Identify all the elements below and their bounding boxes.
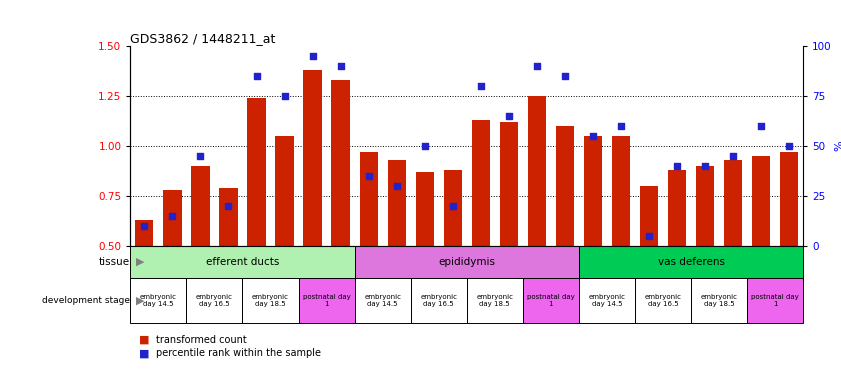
Bar [579, 246, 803, 278]
Point [670, 163, 684, 169]
Point [306, 53, 320, 59]
Text: embryonic
day 18.5: embryonic day 18.5 [701, 294, 738, 307]
Text: postnatal day
1: postnatal day 1 [527, 294, 574, 307]
Text: embryonic
day 14.5: embryonic day 14.5 [140, 294, 177, 307]
Point [138, 223, 151, 229]
Text: embryonic
day 14.5: embryonic day 14.5 [589, 294, 626, 307]
Point [586, 133, 600, 139]
Point [614, 123, 627, 129]
Bar [747, 278, 803, 323]
Bar [467, 278, 523, 323]
Text: ■: ■ [139, 335, 153, 345]
Bar [163, 190, 182, 346]
Text: efferent ducts: efferent ducts [206, 257, 279, 267]
Point [727, 153, 740, 159]
Text: percentile rank within the sample: percentile rank within the sample [156, 348, 320, 358]
Bar [247, 98, 266, 346]
Text: embryonic
day 16.5: embryonic day 16.5 [644, 294, 681, 307]
Bar [780, 152, 798, 346]
Bar [640, 186, 658, 346]
Text: transformed count: transformed count [156, 335, 246, 345]
Bar [275, 136, 294, 346]
Point [222, 203, 235, 209]
Bar [304, 70, 321, 346]
Bar [724, 160, 742, 346]
Point [782, 143, 796, 149]
Bar [752, 156, 770, 346]
Point [754, 123, 768, 129]
Bar [410, 278, 467, 323]
Bar [242, 278, 299, 323]
Point [530, 63, 543, 69]
Bar [415, 172, 434, 346]
Point [334, 63, 347, 69]
Bar [500, 122, 518, 346]
Bar [191, 166, 209, 346]
Text: ■: ■ [139, 348, 153, 358]
Text: embryonic
day 14.5: embryonic day 14.5 [364, 294, 401, 307]
Point [166, 213, 179, 219]
Text: epididymis: epididymis [438, 257, 495, 267]
Point [446, 203, 459, 209]
Bar [668, 170, 686, 346]
Bar [635, 278, 691, 323]
Point [698, 163, 711, 169]
Point [193, 153, 207, 159]
Point [390, 183, 404, 189]
Bar [135, 220, 153, 346]
Point [418, 143, 431, 149]
Bar [355, 278, 410, 323]
Bar [130, 246, 355, 278]
Y-axis label: %: % [834, 141, 841, 151]
Point [643, 233, 656, 239]
Point [250, 73, 263, 79]
Text: development stage: development stage [42, 296, 130, 305]
Bar [130, 278, 187, 323]
Point [474, 83, 488, 89]
Text: GDS3862 / 1448211_at: GDS3862 / 1448211_at [130, 32, 276, 45]
Text: embryonic
day 16.5: embryonic day 16.5 [196, 294, 233, 307]
Bar [696, 166, 714, 346]
Bar [523, 278, 579, 323]
Bar [691, 278, 747, 323]
Text: tissue: tissue [98, 257, 130, 267]
Bar [299, 278, 355, 323]
Bar [443, 170, 462, 346]
Point [362, 173, 375, 179]
Text: ▶: ▶ [136, 257, 145, 267]
Text: embryonic
day 16.5: embryonic day 16.5 [420, 294, 458, 307]
Bar [579, 278, 635, 323]
Bar [472, 120, 489, 346]
Bar [611, 136, 630, 346]
Text: postnatal day
1: postnatal day 1 [751, 294, 799, 307]
Point [278, 93, 291, 99]
Bar [359, 152, 378, 346]
Point [502, 113, 516, 119]
Text: embryonic
day 18.5: embryonic day 18.5 [476, 294, 513, 307]
Text: vas deferens: vas deferens [658, 257, 725, 267]
Point [558, 73, 572, 79]
Bar [584, 136, 602, 346]
Text: embryonic
day 18.5: embryonic day 18.5 [252, 294, 289, 307]
Text: postnatal day
1: postnatal day 1 [303, 294, 351, 307]
Bar [388, 160, 405, 346]
Text: ▶: ▶ [136, 295, 145, 306]
Bar [220, 188, 237, 346]
Bar [556, 126, 574, 346]
Bar [355, 246, 579, 278]
Bar [527, 96, 546, 346]
Bar [187, 278, 242, 323]
Bar [331, 80, 350, 346]
